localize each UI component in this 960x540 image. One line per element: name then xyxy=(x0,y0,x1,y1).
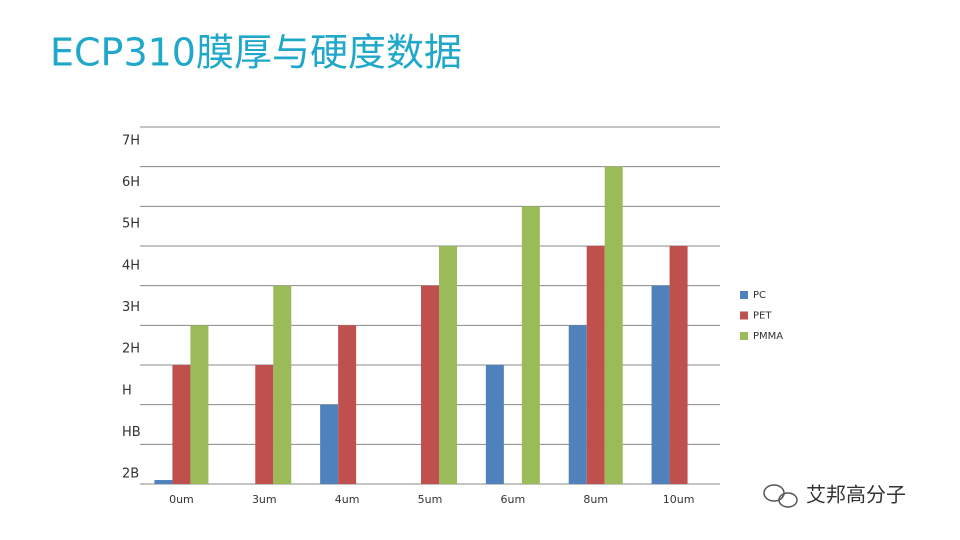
bar xyxy=(320,404,339,484)
bar xyxy=(485,365,504,484)
bar xyxy=(338,325,357,484)
legend-swatch xyxy=(740,291,748,299)
legend-label: PC xyxy=(753,290,766,301)
watermark-icon xyxy=(763,484,798,508)
x-tick-label: 8um xyxy=(583,493,608,506)
bar xyxy=(439,246,457,484)
x-tick-label: 0um xyxy=(169,493,194,506)
y-tick-label: 3H xyxy=(122,300,140,315)
bar xyxy=(586,246,605,484)
bar xyxy=(521,206,540,485)
legend-label: PMMA xyxy=(753,331,783,342)
y-tick-label: HB xyxy=(122,425,141,440)
legend-swatch xyxy=(740,311,748,320)
y-tick-label: 2H xyxy=(122,342,140,357)
bar xyxy=(273,285,292,484)
y-tick-label: 2B xyxy=(122,467,139,482)
x-tick-label: 6um xyxy=(501,493,526,506)
chart-title: ECP310膜厚与硬度数据 xyxy=(50,31,462,75)
y-tick-label: 6H xyxy=(122,175,140,190)
watermark: 艾邦高分子 xyxy=(806,483,906,507)
bar xyxy=(190,325,209,484)
x-tick-label: 3um xyxy=(252,493,277,506)
legend-swatch xyxy=(740,332,748,340)
bar xyxy=(421,285,439,484)
bar xyxy=(651,285,670,484)
x-tick-label: 5um xyxy=(418,493,443,506)
bar xyxy=(568,325,587,484)
bar xyxy=(669,246,688,484)
y-tick-label: 7H xyxy=(122,133,140,148)
y-tick-label: 5H xyxy=(122,217,140,232)
y-tick-label: 4H xyxy=(122,258,140,273)
legend-label: PET xyxy=(753,311,772,322)
bar xyxy=(255,365,274,484)
x-tick-label: 4um xyxy=(335,493,360,506)
bar xyxy=(172,365,191,484)
y-tick-label: H xyxy=(122,383,132,398)
bar xyxy=(154,480,173,484)
x-tick-label: 10um xyxy=(663,493,695,506)
bar xyxy=(604,166,623,484)
